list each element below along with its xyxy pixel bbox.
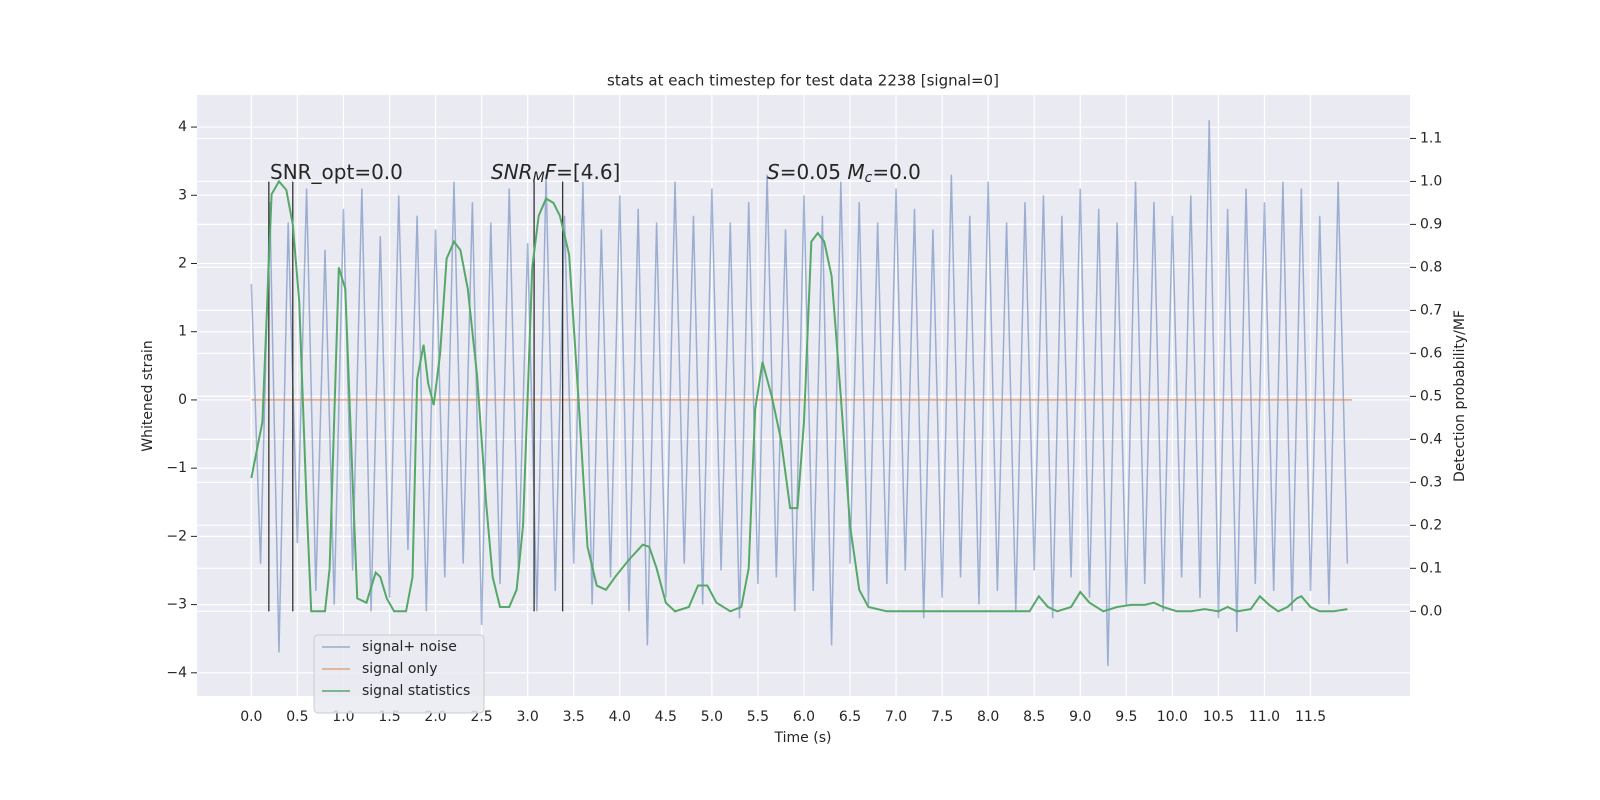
annotation: SNR_opt=0.0 <box>270 160 403 184</box>
y-tick-label: −2 <box>166 528 187 544</box>
y-tick-label: 2 <box>178 255 187 271</box>
y-tick-label: 1 <box>178 324 187 340</box>
y2-tick-label: 0.5 <box>1420 388 1442 404</box>
annotation: SNRMF=[4.6] <box>491 160 620 187</box>
y2-tick-label: 0.2 <box>1420 517 1442 533</box>
x-tick-label: 3.0 <box>517 709 539 725</box>
series-line <box>250 120 1349 666</box>
x-tick-label: 5.0 <box>701 709 723 725</box>
y-tick-label: 4 <box>178 119 187 135</box>
annotation-part: c <box>865 170 873 186</box>
x-tick-label: 0.0 <box>240 709 262 725</box>
y2-tick-label: 0.4 <box>1420 431 1442 447</box>
annotation: S=0.05 Mc=0.0 <box>767 160 921 187</box>
y2-tick-label: 1.0 <box>1420 173 1442 189</box>
x-tick-label: 9.0 <box>1069 709 1091 725</box>
marks <box>250 120 1352 666</box>
series-line <box>250 179 1348 613</box>
x-tick-label: 6.0 <box>793 709 815 725</box>
y2-tick-label: 0.1 <box>1420 560 1442 576</box>
annotation-part: S <box>767 160 780 184</box>
legend-label: signal statistics <box>362 683 470 699</box>
y-tick-label: −4 <box>166 665 187 681</box>
y-tick-label: 3 <box>178 187 187 203</box>
x-tick-label: 8.0 <box>977 709 999 725</box>
labels: 0.0 0.5 1.0 1.5 2.0 2.5 3.0 3.5 4.0 4.5 5.0 5.5 6.0 6… <box>166 119 1442 725</box>
chart-title: stats at each timestep for test data 223… <box>607 72 999 90</box>
legend-label: signal only <box>362 661 437 677</box>
x-tick-label: 6.5 <box>839 709 861 725</box>
x-tick-label: 11.5 <box>1295 709 1326 725</box>
legend-box <box>313 634 485 714</box>
y2-tick-label: 0.7 <box>1420 302 1442 318</box>
y2-tick-label: 0.8 <box>1420 259 1442 275</box>
annotation-part: =[4.6] <box>556 160 620 184</box>
y2-tick-label: 0.6 <box>1420 345 1442 361</box>
y2-tick-label: 0.3 <box>1420 474 1442 490</box>
y-tick-label: −3 <box>166 597 187 613</box>
y-axis-label: Whitened strain <box>140 340 156 451</box>
x-tick-label: 4.5 <box>655 709 677 725</box>
x-tick-label: 8.5 <box>1023 709 1045 725</box>
x-tick-label: 0.5 <box>286 709 308 725</box>
x-tick-label: 7.5 <box>931 709 953 725</box>
annotation-part: SNR <box>491 160 533 184</box>
y2-tick-label: 1.1 <box>1420 130 1442 146</box>
x-axis-label: Time (s) <box>774 730 832 746</box>
annotation-part: M <box>847 160 864 184</box>
annotation-part: =0.0 <box>872 160 921 184</box>
y-tick-label: −1 <box>166 460 187 476</box>
y2-axis-label: Detection probability/MF <box>1452 310 1468 482</box>
annotation-part: =0.05 <box>780 160 848 184</box>
x-tick-label: 7.0 <box>885 709 907 725</box>
x-tick-label: 10.0 <box>1157 709 1188 725</box>
x-tick-label: 10.5 <box>1203 709 1234 725</box>
x-tick-label: 4.0 <box>609 709 631 725</box>
legend-label: signal+ noise <box>362 639 457 655</box>
y2-tick-label: 0.0 <box>1420 603 1442 619</box>
x-tick-label: 3.5 <box>563 709 585 725</box>
annotation-part: F <box>545 160 557 184</box>
x-tick-label: 11.0 <box>1249 709 1280 725</box>
y-tick-label: 0 <box>178 392 187 408</box>
y2-tick-label: 0.9 <box>1420 216 1442 232</box>
x-tick-label: 5.5 <box>747 709 769 725</box>
x-tick-label: 9.5 <box>1115 709 1137 725</box>
annotation-part: M <box>533 170 545 186</box>
annotation-part: SNR_opt=0.0 <box>270 160 403 184</box>
